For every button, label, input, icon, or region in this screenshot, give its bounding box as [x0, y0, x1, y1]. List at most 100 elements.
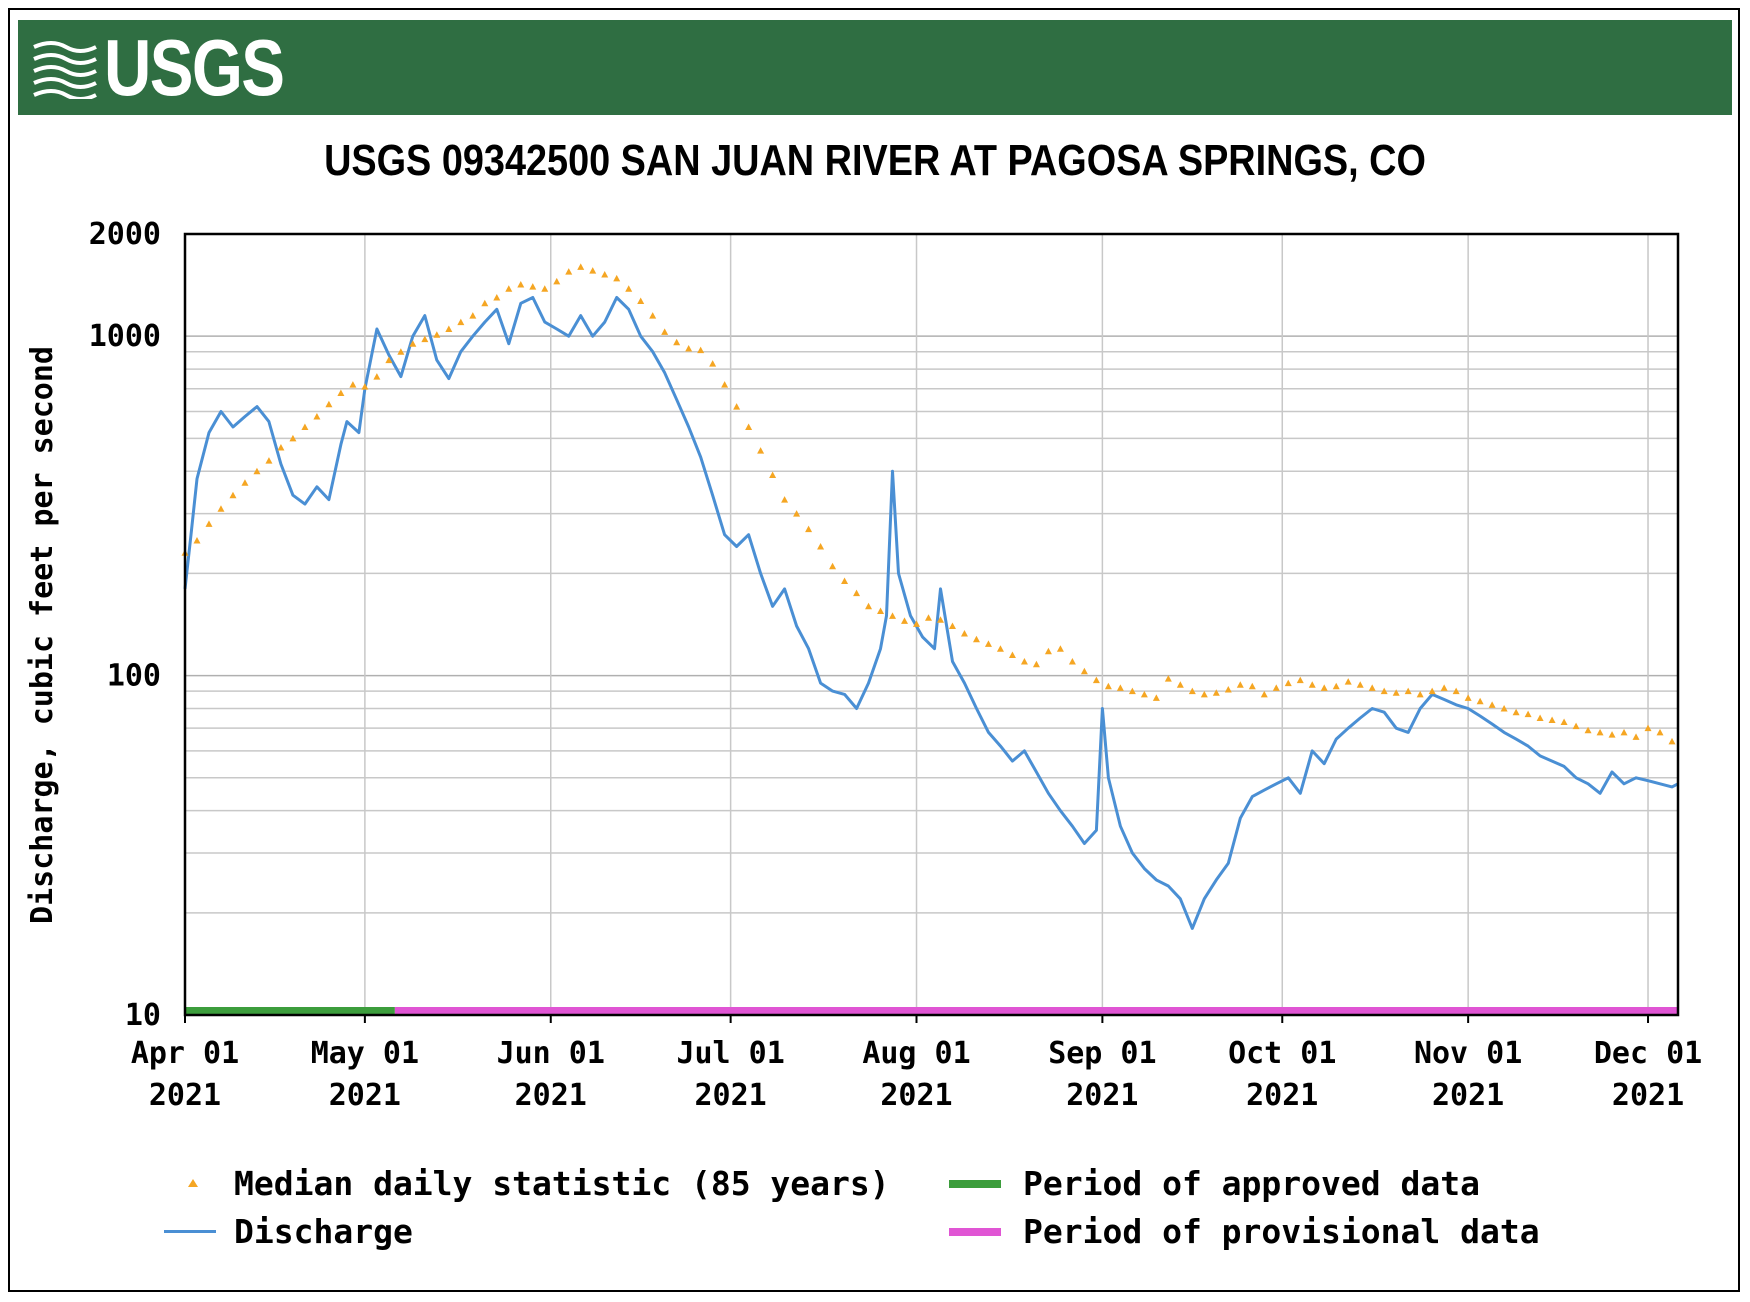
x-tick-year: 2021 [149, 1078, 221, 1113]
usgs-wave-logo-icon [33, 41, 97, 99]
median-point [1272, 684, 1280, 691]
median-point [409, 340, 417, 347]
median-point [1404, 687, 1412, 695]
median-point [1260, 690, 1268, 698]
median-point [1476, 697, 1484, 705]
median-point [901, 617, 909, 624]
median-point [1128, 687, 1136, 695]
median-point [865, 602, 873, 610]
median-point [1080, 667, 1088, 675]
median-point [313, 412, 321, 420]
median-point [1656, 728, 1664, 736]
y-tick-label: 10 [125, 998, 161, 1033]
y-axis-label: Discharge, cubic feet per second [25, 346, 60, 924]
median-point [1548, 716, 1556, 723]
median-point [565, 268, 573, 275]
median-point [1320, 684, 1328, 691]
median-point [1308, 681, 1316, 688]
median-point [277, 443, 285, 451]
median-point [984, 640, 992, 647]
x-tick-year: 2021 [1432, 1078, 1504, 1113]
x-tick-label: Apr 01 [131, 1036, 239, 1071]
median-point [301, 423, 309, 431]
y-tick-label: 1000 [89, 319, 161, 354]
median-point [1488, 701, 1496, 708]
median-point [829, 562, 837, 570]
median-point [289, 434, 297, 442]
median-point [853, 589, 861, 597]
median-point [1224, 685, 1232, 693]
median-point [541, 285, 549, 292]
legend-line-icon [164, 1230, 216, 1233]
median-point [805, 525, 813, 533]
median-point [1056, 645, 1064, 652]
median-point [229, 491, 237, 499]
median-point [1632, 733, 1640, 740]
median-point [948, 622, 956, 629]
legend-label: Median daily statistic (85 years) [234, 1164, 890, 1203]
grid-lines [185, 234, 1678, 1015]
median-point [253, 467, 261, 475]
median-point [1500, 704, 1508, 712]
median-point [996, 645, 1004, 652]
median-point [1536, 714, 1544, 721]
median-point [1452, 687, 1460, 695]
median-point [1560, 718, 1568, 725]
median-point [1392, 689, 1400, 696]
median-point [757, 447, 765, 454]
median-point [193, 537, 201, 544]
median-point [1296, 676, 1304, 684]
median-point [637, 297, 645, 304]
x-tick-label: Sep 01 [1048, 1036, 1156, 1071]
legend-bar-icon [949, 1227, 1001, 1236]
median-point [481, 299, 489, 307]
median-point [1032, 660, 1040, 668]
median-point [733, 403, 741, 410]
legend-label: Period of provisional data [1023, 1212, 1540, 1251]
median-point [661, 328, 669, 335]
median-point [1164, 675, 1172, 682]
median-point [445, 325, 453, 332]
median-point [1584, 726, 1592, 734]
median-point [1644, 724, 1652, 732]
median-point [709, 360, 717, 367]
median-point [373, 373, 381, 380]
x-tick-label: Jun 01 [497, 1036, 605, 1071]
median-point [457, 318, 465, 326]
median-point [205, 520, 213, 527]
x-tick-label: May 01 [311, 1036, 419, 1071]
plot-border [183, 232, 1680, 1017]
graph-frame [8, 8, 1740, 1292]
median-point [1284, 679, 1292, 687]
chart-title: USGS 09342500 SAN JUAN RIVER AT PAGOSA S… [324, 136, 1426, 185]
median-point [972, 635, 980, 643]
legend-item: Median daily statistic (85 years) [160, 1164, 890, 1203]
x-tick-year: 2021 [515, 1078, 587, 1113]
median-point [877, 607, 885, 614]
legend-item: Period of approved data [945, 1164, 1480, 1203]
y-axis-ticks: 2000 1000 100 10 [89, 217, 161, 1033]
discharge-line [183, 296, 1679, 930]
median-point [913, 620, 921, 627]
median-point [1188, 687, 1196, 695]
median-point [1092, 676, 1100, 684]
median-point [1356, 681, 1364, 688]
median-point [1440, 684, 1448, 691]
median-point [817, 543, 825, 550]
usgs-logo[interactable]: USGS [32, 28, 323, 108]
median-point [493, 293, 501, 301]
legend-label: Period of approved data [1023, 1164, 1480, 1203]
legend-label: Discharge [234, 1212, 413, 1251]
median-point [385, 356, 393, 364]
median-point [1176, 681, 1184, 688]
x-tick-year: 2021 [1066, 1078, 1138, 1113]
median-point [529, 283, 537, 290]
period-of-provisional-databar [394, 1007, 1679, 1015]
x-tick-label: Nov 01 [1414, 1036, 1522, 1071]
median-point [1512, 708, 1520, 716]
median-point [1068, 658, 1076, 665]
median-point [1464, 694, 1472, 701]
median-point [1524, 710, 1532, 718]
median-point [1620, 728, 1628, 736]
